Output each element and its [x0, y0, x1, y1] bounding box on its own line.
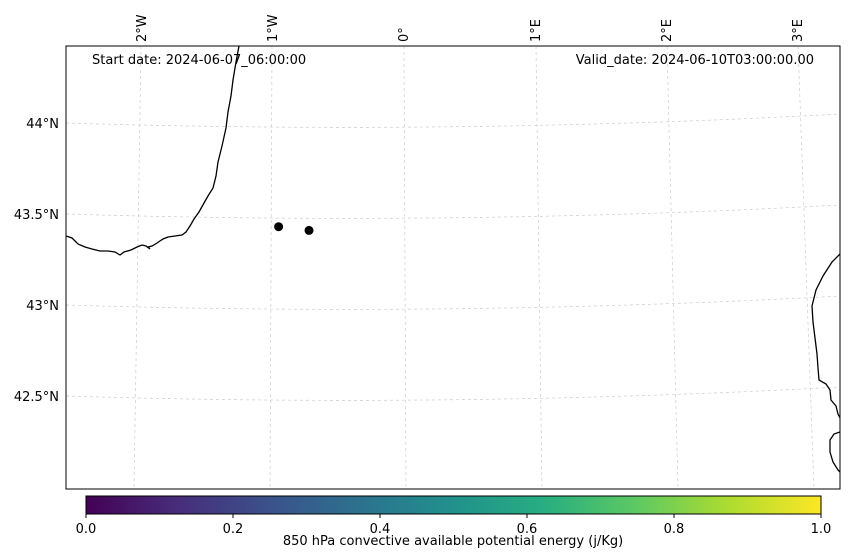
map-frame [65, 45, 841, 490]
lat-label-42-5n: 42.5°N [14, 390, 59, 405]
coastline-mediterranean-south [829, 431, 840, 473]
parallel-43-5n [66, 204, 840, 219]
lat-label-43n: 43°N [26, 299, 59, 314]
longitude-labels: 2°W 1°W 0° 1°E 2°E 3°E [135, 14, 806, 42]
coastline-biscay [66, 46, 240, 256]
lon-label-0: 0° [397, 27, 412, 42]
colorbar-tick-label-1: 0.2 [223, 522, 244, 537]
meridian-2w [133, 46, 142, 489]
colorbar-tick-label-4: 0.8 [664, 522, 685, 537]
parallel-gridlines [66, 113, 840, 401]
meridian-0 [403, 46, 407, 489]
lat-label-43-5n: 43.5°N [14, 208, 59, 223]
lon-label-2e: 2°E [660, 19, 675, 42]
parallel-44n [66, 113, 840, 128]
colorbar: 0.0 0.2 0.4 0.6 0.8 1.0 850 hPa convective av… [76, 495, 832, 549]
colorbar-ticks: 0.0 0.2 0.4 0.6 0.8 1.0 [76, 514, 832, 537]
start-date-label: Start date: 2024-06-07_06:00:00 [92, 53, 306, 68]
meridian-1e [535, 46, 543, 489]
data-points [274, 222, 314, 235]
parallel-43n [66, 295, 840, 310]
data-point-2 [304, 225, 314, 235]
colorbar-tick-label-3: 0.6 [517, 522, 538, 537]
lon-label-2w: 2°W [135, 14, 150, 42]
valid-date-label: Valid_date: 2024-06-10T03:00:00.00 [576, 53, 814, 68]
meridian-gridlines [133, 46, 815, 489]
parallel-42-5n [66, 386, 840, 401]
map-area [66, 46, 840, 489]
coastline-mediterranean [811, 253, 840, 419]
colorbar-tick-label-2: 0.4 [370, 522, 391, 537]
latitude-labels: 44°N 43.5°N 43°N 42.5°N [14, 117, 59, 405]
lon-label-1w: 1°W [266, 14, 281, 42]
meridian-3e [797, 46, 815, 489]
lon-label-1e: 1°E [529, 19, 544, 42]
lat-label-44n: 44°N [26, 117, 59, 132]
colorbar-label: 850 hPa convective available potential e… [283, 534, 623, 549]
meridian-2e [666, 46, 679, 489]
colorbar-tick-label-5: 1.0 [811, 522, 832, 537]
lon-label-3e: 3°E [791, 19, 806, 42]
colorbar-gradient [85, 495, 822, 515]
meridian-1w [269, 46, 273, 489]
colorbar-tick-label-0: 0.0 [76, 522, 97, 537]
data-point-1 [274, 222, 284, 232]
